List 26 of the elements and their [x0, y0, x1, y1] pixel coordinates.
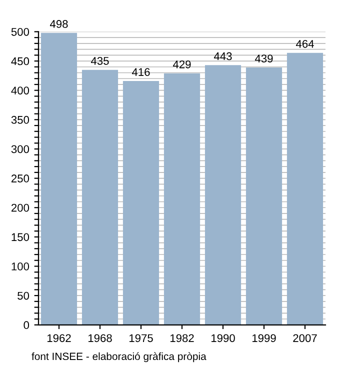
- data-label: 429: [172, 60, 191, 68]
- data-label: 435: [90, 56, 109, 65]
- data-label: 439: [254, 54, 273, 62]
- y-tick-label: 0: [24, 321, 30, 330]
- y-tick-label: 400: [11, 86, 30, 94]
- data-label: 464: [296, 40, 314, 48]
- x-tick-label: 1990: [211, 334, 235, 342]
- text: font INSEE - elaboració gràfica pròpia: [32, 352, 206, 362]
- y-tick-label: 150: [12, 233, 30, 242]
- x-tick-label: 1975: [129, 334, 153, 342]
- y-tick-label: 300: [11, 145, 30, 154]
- y-tick-label: 350: [11, 116, 30, 124]
- data-label: 498: [50, 20, 68, 28]
- y-tick-label: 500: [11, 28, 30, 36]
- x-tick-label: 1962: [47, 334, 71, 342]
- y-tick-label: 50: [18, 292, 30, 300]
- data-label: 416: [132, 68, 150, 76]
- y-tick-label: 100: [12, 262, 30, 270]
- y-tick-label: 250: [11, 174, 30, 182]
- x-tick-label: 2007: [293, 334, 317, 342]
- x-tick-label: 1999: [252, 334, 276, 342]
- y-tick-label: 200: [11, 204, 30, 212]
- x-tick-label: 1982: [170, 334, 194, 342]
- y-tick-label: 450: [11, 57, 30, 66]
- x-tick-label: 1968: [88, 334, 112, 342]
- data-label: 443: [214, 52, 232, 60]
